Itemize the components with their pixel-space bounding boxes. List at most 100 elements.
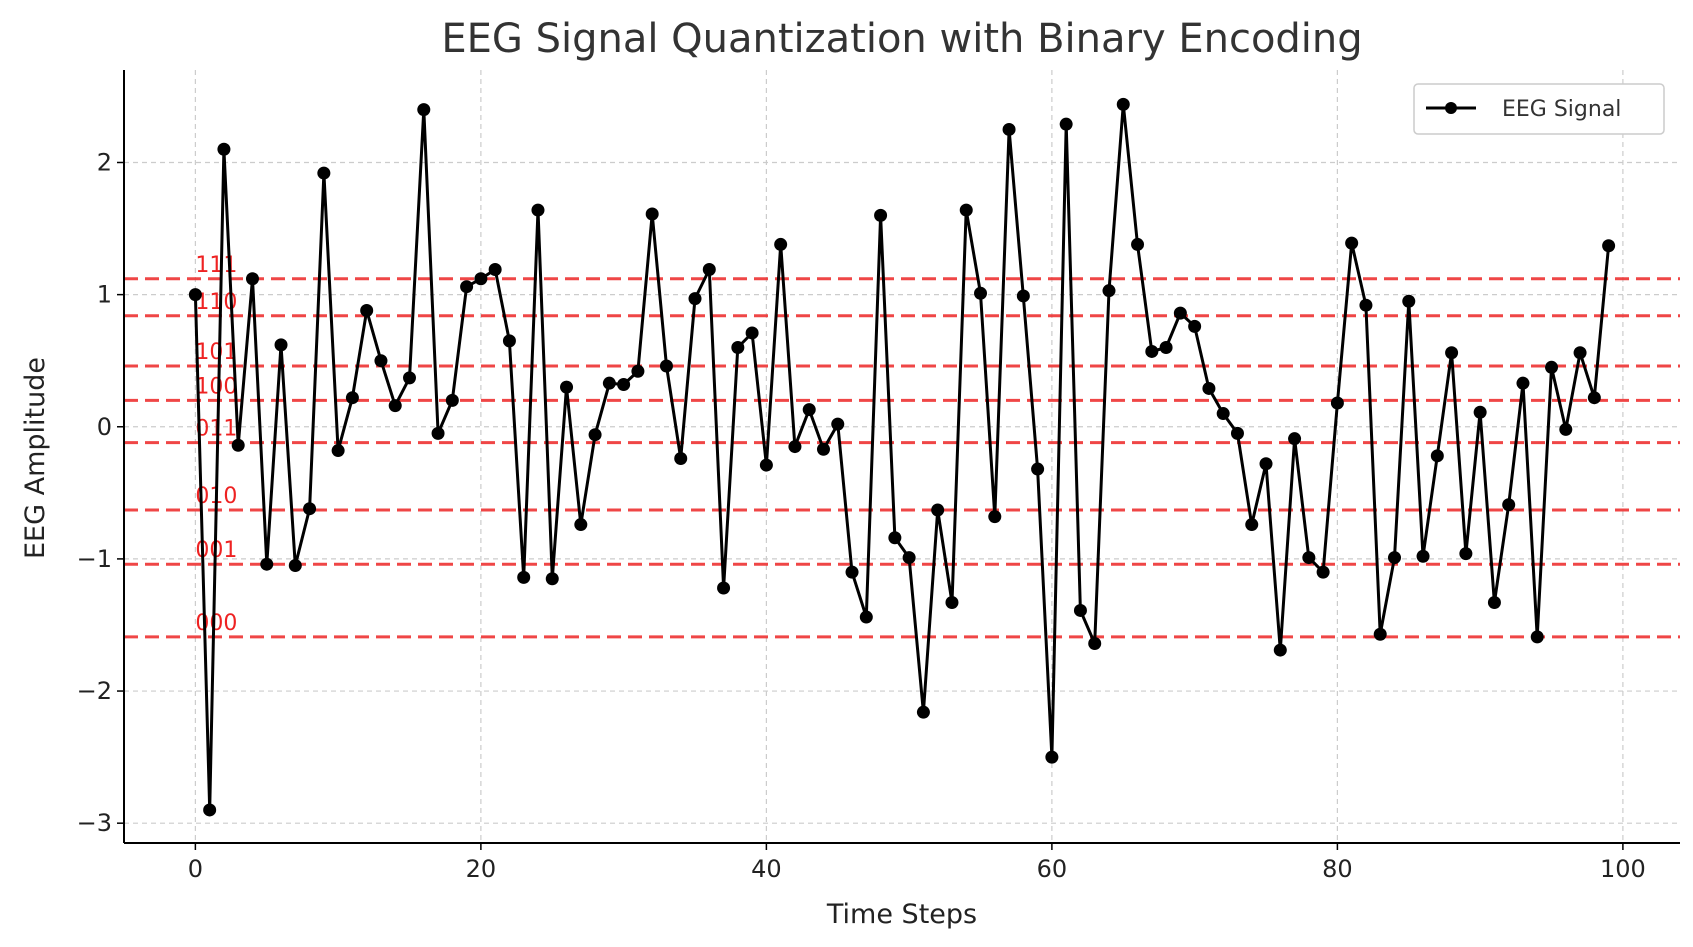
y-tick-label: 2 [97,148,112,176]
eeg-signal-point [488,263,502,277]
y-tick-label: −3 [77,809,112,837]
eeg-signal-point [1402,294,1416,308]
eeg-signal-point [274,338,288,352]
eeg-signal-point [745,326,759,340]
eeg-signal-point [1459,547,1473,561]
eeg-signal-point [1259,457,1273,471]
eeg-signal-point [1430,449,1444,463]
eeg-signal-point [1188,319,1202,333]
eeg-signal-point [674,451,688,465]
eeg-signal-point [831,417,845,431]
eeg-signal-point [445,393,459,407]
x-tick-label: 60 [1037,855,1068,883]
eeg-signal-point [317,166,331,180]
eeg-signal-point [788,440,802,454]
eeg-signal-point [874,208,888,222]
x-tick-label: 100 [1600,855,1646,883]
eeg-signal-point [1530,630,1544,644]
eeg-signal-point [345,391,359,405]
eeg-signal-point [816,442,830,456]
eeg-signal-point [1473,405,1487,419]
eeg-signal-point [1245,518,1259,532]
eeg-signal-point [1316,565,1330,579]
eeg-signal-point [1202,381,1216,395]
quantization-level-code: 100 [195,374,237,399]
x-axis-label: Time Steps [826,899,977,930]
eeg-signal-point [1330,396,1344,410]
eeg-signal-point [531,203,545,217]
eeg-signal-point [1273,643,1287,657]
ticks: 0 20 40 60 80 100 −3 −2 −1 0 1 2 [77,148,1646,883]
eeg-signal-point [374,354,388,368]
eeg-signal-point [574,518,588,532]
eeg-signal-point [802,403,816,417]
eeg-signal-point [902,551,916,565]
eeg-signal-point [1216,407,1230,421]
eeg-signal-point [1059,117,1073,131]
x-tick-label: 20 [466,855,497,883]
y-tick-label: −1 [77,545,112,573]
eeg-signal-point [431,426,445,440]
eeg-signal-point [1288,432,1302,446]
eeg-signal-point [1559,422,1573,436]
eeg-signal-point [331,444,345,458]
eeg-signal-point [774,237,788,251]
eeg-signal-point [388,399,402,413]
eeg-signal-point [1359,298,1373,312]
y-tick-label: −2 [77,677,112,705]
eeg-signal-point [1387,551,1401,565]
eeg-signal-point [1502,498,1516,512]
legend-marker-swatch [1445,102,1457,114]
y-tick-label: 1 [97,281,112,309]
eeg-signal-point [717,581,731,595]
eeg-signal-point [560,380,574,394]
eeg-signal-point [1045,750,1059,764]
eeg-signal-point [188,288,202,302]
grid [124,70,1680,843]
eeg-signal-point [1073,603,1087,617]
eeg-signal-point [731,340,745,354]
eeg-signal-point [1102,284,1116,298]
eeg-signal-line [193,102,1611,812]
eeg-signal-point [403,371,417,385]
x-tick-label: 40 [751,855,782,883]
legend-label: EEG Signal [1502,97,1621,122]
eeg-signal-point [588,428,602,442]
eeg-series [188,97,1616,817]
eeg-signal-point [288,559,302,573]
eeg-signal-point [517,570,531,584]
eeg-signal-point [245,272,259,286]
x-tick-label: 0 [188,855,203,883]
eeg-signal-point [474,272,488,286]
eeg-signal-point [360,303,374,317]
chart-title: EEG Signal Quantization with Binary Enco… [441,16,1362,62]
eeg-signal-point [260,557,274,571]
eeg-signal-point [602,376,616,390]
eeg-signal-point [1487,596,1501,610]
eeg-signal-point [631,364,645,378]
eeg-signal-point [645,207,659,221]
eeg-signal-point [1345,236,1359,250]
y-axis-label: EEG Amplitude [20,357,51,559]
eeg-signal-point [916,705,930,719]
eeg-signal-point [1302,551,1316,565]
eeg-signal-point [417,103,431,117]
eeg-signal-point [303,502,317,516]
eeg-signal-point [888,531,902,545]
eeg-signal-point [545,572,559,586]
eeg-signal-point [1587,391,1601,405]
eeg-signal-point [988,510,1002,524]
eeg-signal-point [460,280,474,294]
eeg-signal-point [959,203,973,217]
eeg-signal-point [1031,462,1045,476]
axes [123,70,1680,844]
eeg-signal-point [1545,360,1559,374]
eeg-signal-point [1002,122,1016,136]
eeg-signal-point [502,334,516,348]
eeg-signal-point [231,438,245,452]
eeg-signal-point [1116,97,1130,111]
eeg-signal-point [1602,239,1616,253]
eeg-signal-point [1145,344,1159,358]
eeg-signal-point [1159,340,1173,354]
